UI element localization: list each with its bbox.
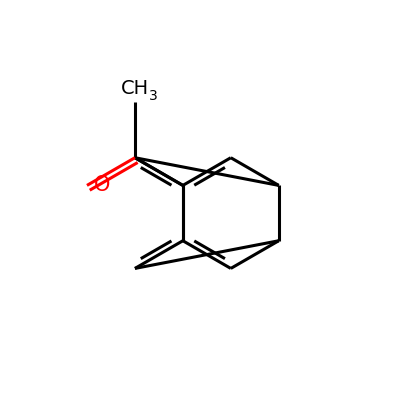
Text: CH: CH xyxy=(121,79,149,98)
Text: 3: 3 xyxy=(149,90,158,104)
Text: O: O xyxy=(94,175,110,195)
